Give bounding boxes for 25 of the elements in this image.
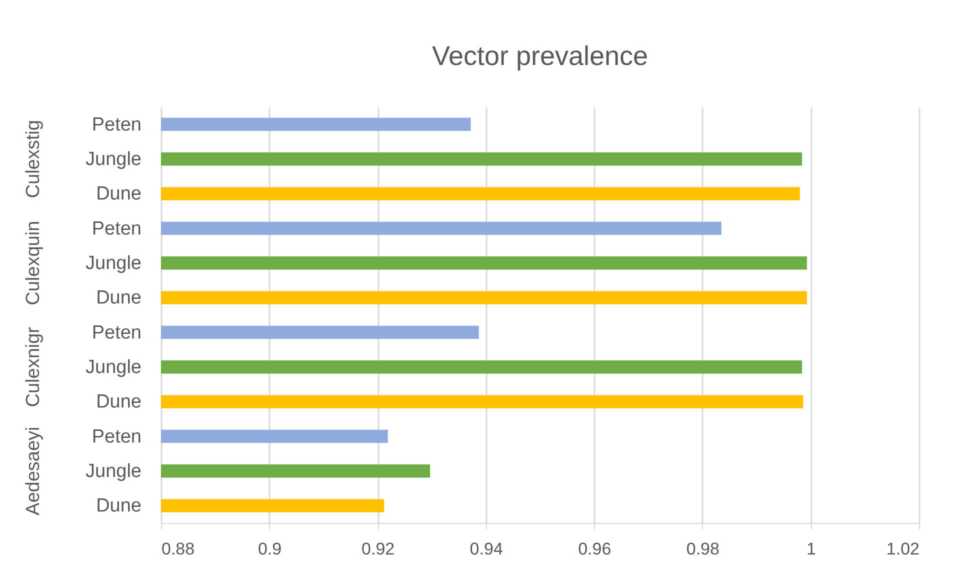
y-tick-label: Peten: [92, 218, 142, 240]
y-tick-label: Jungle: [86, 149, 142, 170]
y-tick-label: Dune: [96, 184, 142, 205]
x-tick-label: 0.94: [470, 540, 503, 558]
text: Aedesaeyi: [23, 426, 44, 516]
y-tick-label: Peten: [92, 426, 142, 448]
x-tick-label: 0.96: [578, 540, 612, 558]
y-tick-label: Jungle: [86, 357, 142, 378]
y-tick-label: Jungle: [86, 253, 142, 274]
y-tick-label: Dune: [96, 288, 142, 309]
y-tick-label: Jungle: [86, 461, 142, 482]
y-tick-label: Peten: [92, 322, 142, 344]
text: Culexstig: [23, 120, 44, 198]
y-tick-label: Peten: [92, 114, 142, 136]
y-tick-label: Dune: [96, 392, 142, 413]
text: Culexquin: [23, 220, 44, 306]
x-tick-label: 0.9: [258, 540, 282, 558]
chart-title: Vector prevalence: [432, 41, 648, 71]
x-tick-label: 0.98: [686, 540, 720, 558]
text: Culexnigr: [23, 326, 44, 408]
x-tick-label: 1: [806, 540, 816, 558]
x-tick-label: 1.02: [886, 540, 920, 558]
x-tick-label: 0.88: [162, 540, 195, 558]
y-tick-label: Dune: [96, 496, 142, 517]
x-tick-label: 0.92: [362, 540, 395, 558]
